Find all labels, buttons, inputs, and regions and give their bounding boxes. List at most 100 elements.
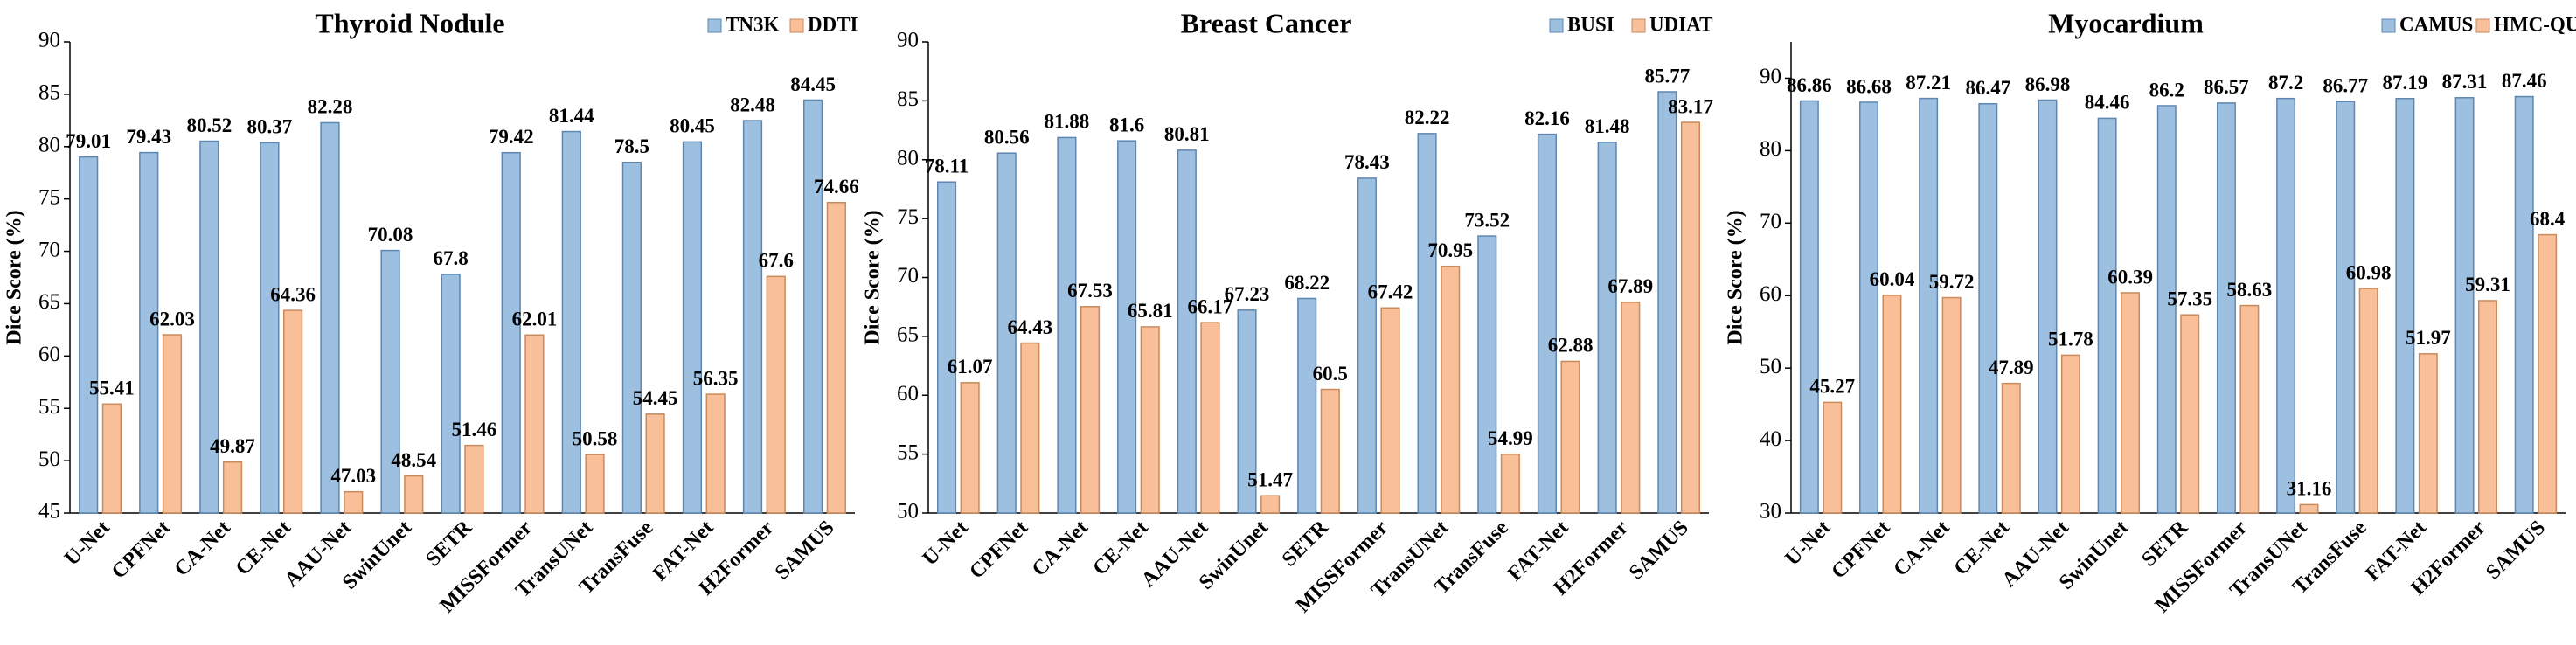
bar (1859, 101, 1878, 514)
data-label: 81.44 (549, 105, 594, 127)
x-tick-label: SAMUS (1625, 517, 1693, 585)
bar (441, 274, 461, 514)
x-tick-label: SETR (1278, 516, 1333, 571)
chart-title: Thyroid Nodule (315, 7, 504, 38)
data-label: 60.5 (1313, 363, 1348, 385)
bar (1380, 307, 1400, 514)
data-label: 31.16 (2287, 478, 2332, 500)
y-axis-label: Dice Score (%) (3, 210, 26, 344)
y-tick-label: 50 (38, 447, 60, 471)
bar (2038, 99, 2058, 514)
bar (1941, 296, 1962, 514)
chart-title: Breast Cancer (1181, 7, 1352, 38)
data-label: 78.11 (925, 155, 969, 177)
bar (320, 121, 340, 514)
bar (1537, 133, 1558, 514)
bar (2156, 105, 2177, 514)
data-label: 79.43 (126, 126, 171, 148)
data-label: 80.81 (1164, 123, 1210, 145)
y-tick-label: 85 (897, 87, 919, 111)
data-label: 67.53 (1067, 280, 1113, 302)
bar (1882, 295, 1902, 514)
data-label: 51.78 (2048, 329, 2093, 350)
data-label: 85.77 (1644, 65, 1690, 87)
data-label: 79.42 (489, 126, 534, 148)
bar (645, 413, 665, 514)
bar (2478, 300, 2497, 514)
data-label: 73.52 (1464, 209, 1510, 231)
bar (585, 454, 605, 514)
bar (1919, 97, 1939, 514)
bar (162, 334, 183, 514)
y-tick-label: 90 (1760, 65, 1781, 88)
bar (2358, 288, 2378, 514)
bar (1200, 322, 1220, 514)
y-tick-label: 60 (897, 382, 919, 406)
bar (682, 141, 703, 514)
data-label: 51.46 (451, 419, 496, 440)
x-tick-label: SETR (2137, 516, 2192, 571)
bar (1080, 306, 1101, 514)
bar (2454, 97, 2475, 514)
x-tick-label: CPFNet (108, 517, 175, 584)
data-label: 51.97 (2406, 327, 2451, 349)
bar (2514, 95, 2534, 514)
bar (826, 201, 846, 514)
data-label: 87.21 (1906, 72, 1951, 94)
bar (222, 461, 243, 514)
legend-swatch (789, 18, 804, 33)
x-tick-label: U-Net (60, 517, 115, 571)
bar (464, 444, 484, 514)
y-tick-label: 70 (38, 238, 60, 261)
bar (1978, 102, 1998, 514)
data-label: 57.35 (2167, 288, 2212, 309)
data-label: 48.54 (391, 449, 436, 471)
legend-label: CAMUS (2399, 13, 2473, 35)
legend-swatch (1549, 18, 1564, 33)
data-label: 68.22 (1284, 272, 1330, 294)
data-label: 86.47 (1965, 77, 2010, 99)
bar (1477, 235, 1497, 514)
data-label: 81.6 (1109, 114, 1144, 135)
data-label: 81.48 (1585, 115, 1630, 137)
data-label: 65.81 (1128, 300, 1173, 322)
data-label: 70.08 (368, 224, 413, 246)
data-label: 51.47 (1247, 468, 1293, 490)
data-label: 82.48 (730, 94, 775, 115)
data-label: 80.45 (670, 115, 715, 137)
bar (996, 152, 1017, 514)
data-label: 82.16 (1524, 108, 1570, 129)
legend-label: UDIAT (1649, 13, 1712, 35)
bar (380, 249, 400, 514)
data-label: 86.57 (2204, 76, 2249, 98)
y-tick-label: 55 (897, 440, 919, 464)
y-tick-label: 30 (1760, 500, 1781, 524)
data-label: 67.42 (1368, 281, 1413, 303)
bar (1657, 91, 1677, 514)
bar (101, 403, 122, 514)
bar (2418, 353, 2438, 514)
y-tick-label: 65 (38, 290, 60, 314)
y-axis-label: Dice Score (%) (1725, 210, 1747, 344)
data-label: 64.36 (270, 283, 316, 305)
y-tick-label: 80 (897, 146, 919, 170)
data-label: 82.28 (308, 96, 353, 118)
bar (802, 99, 823, 514)
x-tick-label: U-Net (1781, 517, 1835, 571)
bar (1020, 342, 1040, 514)
data-label: 84.45 (790, 73, 836, 95)
bar (1237, 309, 1257, 514)
legend-swatch (2381, 18, 2396, 33)
x-tick-label: CA-Net (1028, 517, 1093, 581)
chart-panel: Breast Cancer Dice Score (%) 50 55 60 65 70 75 8… (862, 7, 1713, 617)
data-label: 49.87 (210, 435, 255, 457)
bar (139, 151, 159, 514)
y-tick-label: 45 (38, 500, 60, 524)
y-tick-label: 65 (897, 323, 919, 347)
bar (1057, 136, 1077, 514)
bar (1357, 177, 1377, 514)
chart-title: Myocardium (2048, 7, 2204, 38)
bar (2216, 102, 2236, 514)
bar (2538, 233, 2558, 514)
